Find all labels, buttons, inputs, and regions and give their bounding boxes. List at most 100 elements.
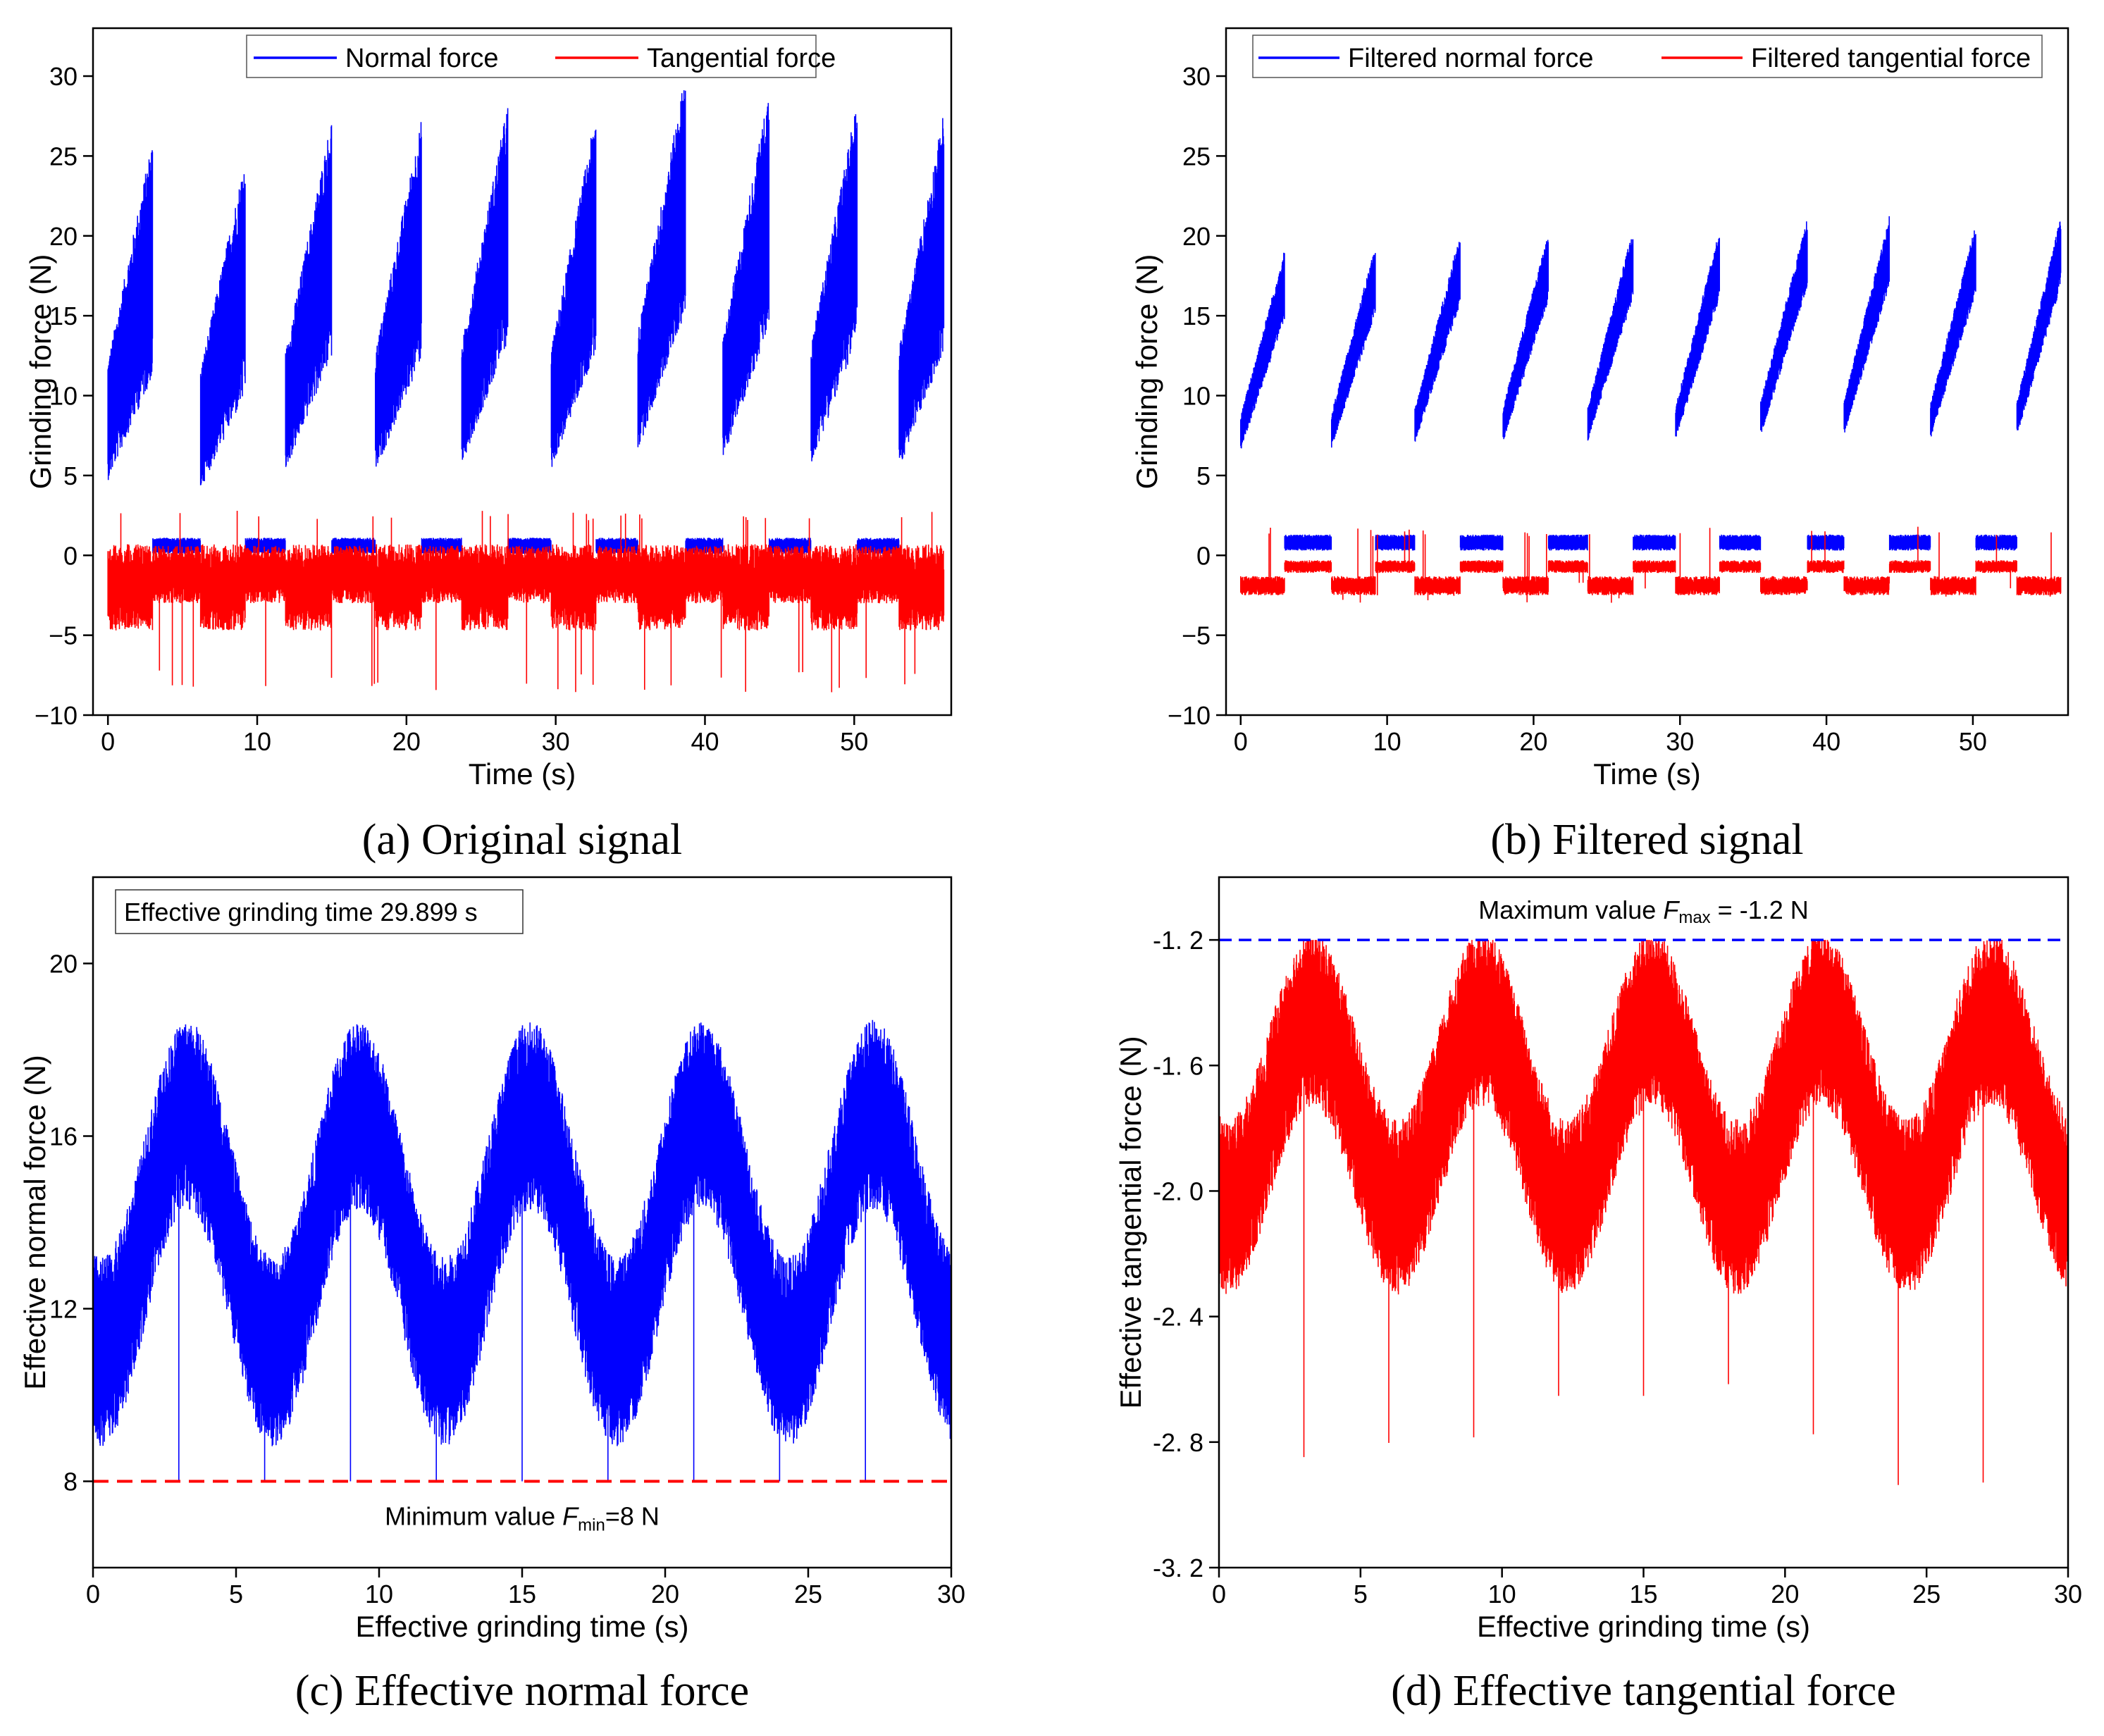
panel-d-xtick-label: 20 [1771,1580,1799,1608]
panel-b-ytick-label: −10 [1168,701,1211,730]
panel-d-xtick-label: 15 [1629,1580,1657,1608]
panel-a-ytick-label: −5 [49,621,78,650]
panel-a-xtick-label: 0 [101,727,115,756]
panel-b-ytick-label: 0 [1196,541,1211,570]
panel-b-legend-label-normal: Filtered normal force [1348,44,1593,73]
panel-b-xtick-label: 20 [1519,727,1547,756]
panel-d-ytick-label: -1. 6 [1153,1051,1203,1080]
panel-c-caption: (c) Effective normal force [295,1667,749,1715]
panel-a-xtick-label: 20 [392,727,421,756]
panel-b-traces [1240,216,2062,603]
panel-b-ytick-label: 15 [1182,302,1211,330]
panel-b-xtick-label: 30 [1666,727,1694,756]
panel-b-caption: (b) Filtered signal [1490,816,1803,864]
panel-a: 0 10 20 30 40 50 −10 −5 0 5 10 15 20 25 30 Time (s) Gr… [24,27,953,864]
panel-a-ytick-label: 20 [49,222,78,251]
panel-b-ytick-label: 30 [1182,62,1211,91]
panel-b-ytick-label: 25 [1182,142,1211,170]
panel-d-caption: (d) Effective tangential force [1391,1667,1896,1715]
panel-c-ytick-label: 12 [49,1295,78,1324]
panel-d-xtick-label: 10 [1488,1580,1516,1608]
panel-a-legend-label-tangential: Tangential force [647,44,836,73]
panel-d-x-axis-label: Effective grinding time (s) [1477,1610,1810,1643]
panel-c-xtick-label: 0 [86,1580,100,1608]
panel-a-caption: (a) Original signal [362,816,683,864]
panel-c-minimum-var: F [562,1502,579,1531]
panel-a-xtick-label: 30 [542,727,570,756]
panel-b-ytick-label: −5 [1182,621,1211,650]
panel-c-ytick-label: 16 [49,1122,78,1151]
panel-a-legend-label-normal: Normal force [345,44,499,73]
panel-d-maximum-var: F [1663,895,1680,924]
panel-d-xtick-label: 25 [1912,1580,1941,1608]
panel-a-legend-box [246,35,817,78]
panel-b-y-axis-label: Grinding force (N) [1130,254,1163,490]
panel-b-series-filtered-tangential-force [1240,526,2062,603]
panel-c-ytick-label: 20 [49,950,78,979]
panel-d-xtick-label: 0 [1212,1580,1226,1608]
panel-c-xtick-label: 15 [508,1580,536,1608]
panel-c-xtick-label: 25 [794,1580,822,1608]
panel-a-series-normal-force [107,90,945,554]
panel-d-ticks: 0 5 10 15 20 25 30 -3. 2 -2. 8 -2. 4 -2. 0 -1. 6 -1.… [1153,926,2082,1608]
panel-c: 0 5 10 15 20 25 30 8 12 16 20 Effective grinding t… [18,876,965,1715]
panel-c-traces [93,1019,951,1482]
panel-b-series-filtered-normal-force [1240,216,2062,551]
panel-a-y-axis-label: Grinding force (N) [24,254,57,490]
panel-c-annotation-box [115,889,524,934]
panel-b-ytick-label: 10 [1182,382,1211,411]
panel-a-xtick-label: 10 [243,727,271,756]
panel-a-traces [107,90,945,693]
panel-d-xtick-label: 5 [1354,1580,1368,1608]
panel-d-ytick-label: -1. 2 [1153,926,1203,955]
panel-b-plot-frame [1225,27,2069,717]
panel-b-xtick-label: 10 [1373,727,1401,756]
panel-a-ytick-label: 30 [49,62,78,91]
panel-a-xtick-label: 50 [840,727,868,756]
panel-a-ytick-label: 25 [49,142,78,170]
panel-a-ytick-label: 0 [63,541,78,570]
panel-c-xtick-label: 20 [651,1580,679,1608]
panel-d-maximum-sub: max [1678,908,1710,927]
panel-c-ytick-label: 8 [63,1468,78,1496]
panel-b: 0 10 20 30 40 50 −10 −5 0 5 10 15 20 25 30 Time (s) Gr… [1130,27,2069,864]
panel-c-series-effective-normal-force [93,1019,951,1482]
panel-b-ytick-label: 20 [1182,222,1211,251]
panel-b-xtick-label: 50 [1959,727,1987,756]
panel-a-ytick-label: −10 [35,701,78,730]
panel-c-xtick-label: 10 [365,1580,393,1608]
panel-c-y-axis-label: Effective normal force (N) [18,1055,51,1389]
panel-d-traces [1219,940,2068,1485]
panel-b-legend: Filtered normal force Filtered tangentia… [1252,35,2043,78]
panel-c-minimum-label: Minimum value Fmin=8 N [385,1502,660,1535]
panel-c-x-axis-label: Effective grinding time (s) [355,1610,688,1643]
panel-a-ytick-label: 10 [49,382,78,411]
panel-d-maximum-suffix: = -1.2 N [1711,895,1809,924]
panel-a-plot-frame [92,27,953,717]
panel-c-annotation-text: Effective grinding time 29.899 s [124,898,478,926]
panel-d-ytick-label: -3. 2 [1153,1554,1203,1582]
panel-c-xtick-label: 30 [937,1580,965,1608]
panel-c-xtick-label: 5 [229,1580,243,1608]
panel-a-xtick-label: 40 [691,727,719,756]
panel-b-xtick-label: 40 [1812,727,1840,756]
panel-d-xtick-label: 30 [2054,1580,2082,1608]
panel-a-legend: Normal force Tangential force [246,35,836,78]
panel-b-ticks: 0 10 20 30 40 50 −10 −5 0 5 10 15 20 25 30 [1168,62,1987,756]
panel-b-ytick-label: 5 [1196,461,1211,490]
panel-c-minimum-sub: min [578,1516,605,1535]
panel-d-ytick-label: -2. 8 [1153,1428,1203,1457]
panel-d-series-effective-tangential-force [1219,940,2068,1485]
panel-d-ytick-label: -2. 0 [1153,1177,1203,1205]
panel-a-ytick-label: 15 [49,302,78,330]
panel-d-maximum-prefix: Maximum value [1478,895,1663,924]
panel-a-x-axis-label: Time (s) [469,757,576,790]
panel-b-xtick-label: 0 [1234,727,1248,756]
panel-b-legend-label-tangential: Filtered tangential force [1751,44,2031,73]
panel-a-series-tangential-force [107,511,945,693]
panel-d-ytick-label: -2. 4 [1153,1303,1203,1332]
panel-d: 0 5 10 15 20 25 30 -3. 2 -2. 8 -2. 4 -2. 0 -1. 6 -1.… [1114,876,2082,1715]
panel-d-y-axis-label: Effective tangential force (N) [1114,1036,1147,1408]
panel-b-x-axis-label: Time (s) [1593,757,1700,790]
